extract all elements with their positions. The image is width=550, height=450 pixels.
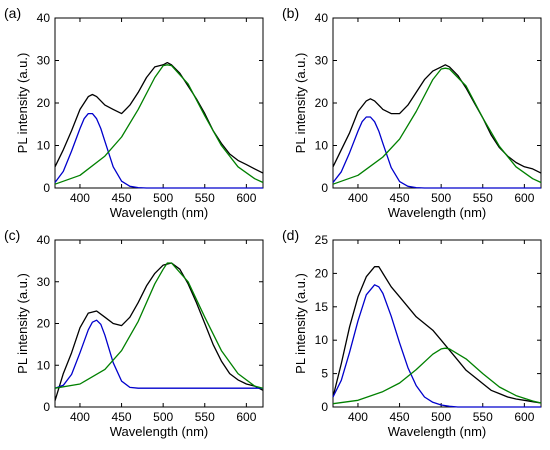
panel-0: 400 450 500 550 600 0 10 20 30 40 Wavelength (nm) P… (4, 5, 264, 220)
y-tick-label: 40 (37, 11, 51, 25)
y-tick-label: 15 (315, 300, 329, 314)
x-axis-title: Wavelength (nm) (388, 424, 487, 439)
series-line-2 (332, 347, 542, 405)
series-line-0 (54, 262, 264, 401)
x-tick-label: 400 (348, 410, 368, 424)
y-tick-label: 25 (315, 233, 329, 247)
x-tick-label: 550 (473, 191, 493, 205)
x-tick-label: 400 (348, 191, 368, 205)
x-tick-label: 600 (514, 191, 534, 205)
series-line-0 (54, 61, 264, 174)
x-tick-label: 450 (112, 191, 132, 205)
panel-1: 400 450 500 550 600 0 10 20 30 40 Wavelength (nm) P… (282, 5, 542, 220)
x-tick-label: 500 (431, 191, 451, 205)
panel-3: 400 450 500 550 600 0 5 10 15 20 25 Wavelength (nm)… (282, 227, 542, 439)
y-tick-label: 0 (43, 181, 50, 195)
plot-frame (54, 239, 264, 408)
y-axis-title: PL intensity (a.u.) (293, 53, 308, 154)
panel-label: (a) (4, 5, 21, 21)
x-tick-label: 550 (195, 191, 215, 205)
x-tick-label: 600 (514, 410, 534, 424)
y-axis-title: PL intensity (a.u.) (15, 273, 30, 374)
panel-label: (c) (4, 227, 20, 243)
panel-label: (b) (282, 5, 299, 21)
y-axis-title: PL intensity (a.u.) (15, 53, 30, 154)
y-tick-label: 10 (315, 333, 329, 347)
x-tick-label: 450 (390, 191, 410, 205)
y-tick-label: 20 (37, 317, 51, 331)
x-tick-label: 450 (112, 410, 132, 424)
y-tick-label: 5 (321, 367, 328, 381)
series-line-2 (54, 262, 264, 389)
y-tick-label: 0 (321, 400, 328, 414)
series-line-1 (54, 319, 263, 389)
series-line-0 (332, 266, 542, 404)
y-tick-label: 20 (37, 96, 51, 110)
y-tick-label: 20 (315, 96, 329, 110)
series-line-2 (332, 67, 542, 185)
y-tick-label: 10 (37, 139, 51, 153)
panel-2: 400 450 500 550 600 0 10 20 30 40 Wavelength (nm) P… (4, 227, 264, 439)
y-tick-label: 40 (315, 11, 329, 25)
series-line-1 (54, 112, 263, 189)
y-tick-label: 10 (315, 139, 329, 153)
x-axis-title: Wavelength (nm) (388, 205, 487, 220)
x-tick-label: 500 (153, 191, 173, 205)
plot-frame (54, 17, 264, 189)
panel-label: (d) (282, 227, 299, 243)
x-axis-title: Wavelength (nm) (110, 424, 209, 439)
x-tick-label: 500 (153, 410, 173, 424)
x-tick-label: 600 (236, 191, 256, 205)
x-tick-label: 450 (390, 410, 410, 424)
x-tick-label: 500 (431, 410, 451, 424)
series-line-1 (332, 116, 541, 189)
y-tick-label: 10 (37, 358, 51, 372)
y-tick-label: 30 (37, 54, 51, 68)
y-tick-label: 20 (315, 266, 329, 280)
x-tick-label: 400 (70, 410, 90, 424)
y-tick-label: 30 (315, 54, 329, 68)
x-tick-label: 600 (236, 410, 256, 424)
y-tick-label: 30 (37, 275, 51, 289)
x-tick-label: 400 (70, 191, 90, 205)
series-line-1 (332, 284, 541, 408)
plot-frame (332, 239, 542, 408)
y-tick-label: 0 (321, 181, 328, 195)
series-line-2 (54, 64, 264, 185)
x-tick-label: 550 (473, 410, 493, 424)
y-axis-title: PL intensity (a.u.) (293, 273, 308, 374)
y-tick-label: 40 (37, 233, 51, 247)
x-tick-label: 550 (195, 410, 215, 424)
x-axis-title: Wavelength (nm) (110, 205, 209, 220)
y-tick-label: 0 (43, 400, 50, 414)
